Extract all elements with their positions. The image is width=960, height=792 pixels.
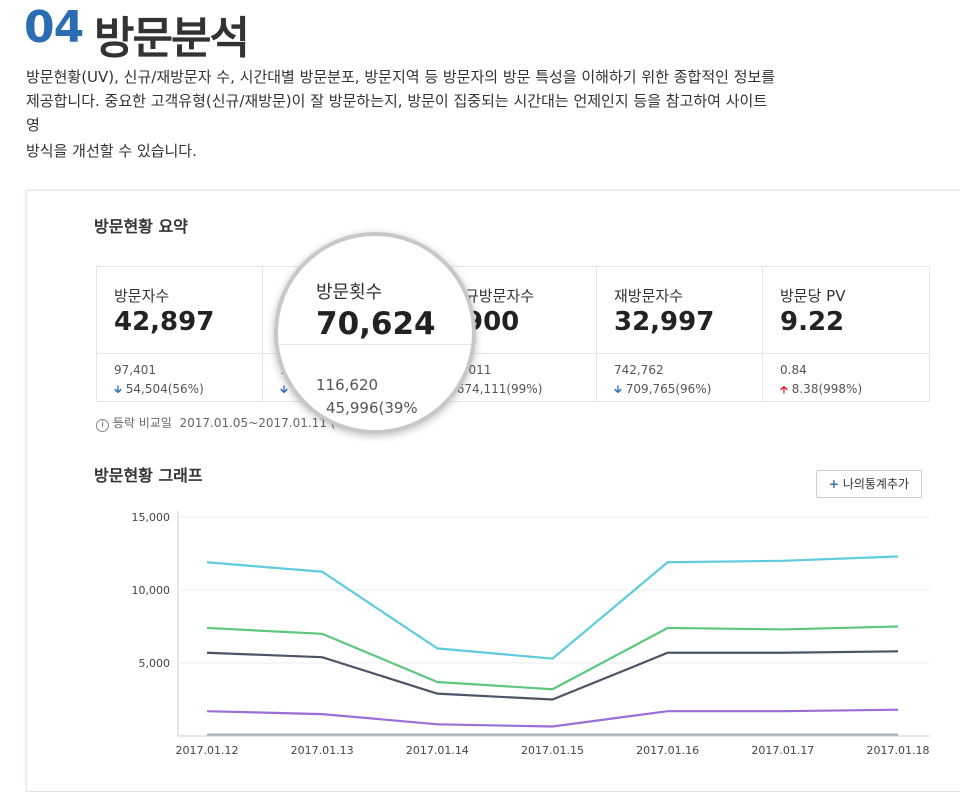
x-tick-label: 2017.01.12 — [176, 744, 239, 757]
add-stat-button[interactable]: + 나의통계추가 — [816, 470, 922, 498]
card-label: 방문당 PV — [780, 287, 846, 305]
header-number: 04 — [24, 2, 84, 53]
card-value: 9.22 — [780, 307, 845, 337]
x-tick-label: 2017.01.16 — [636, 744, 699, 757]
card-change: 🡱 8.38(998%) — [780, 382, 863, 396]
x-tick-label: 2017.01.13 — [291, 744, 354, 757]
summary-title: 방문현황 요약 — [94, 217, 188, 236]
description: 영 — [26, 116, 40, 134]
card-prev: 0.84 — [780, 363, 807, 377]
change-text: 674,111(99%) — [456, 382, 543, 396]
card-change: 🡳 709,765(96%) — [614, 382, 712, 396]
x-tick-label: 2017.01.15 — [521, 744, 584, 757]
chart-title: 방문현황 그래프 — [94, 466, 203, 485]
description: 방문현황(UV), 신규/재방문자 수, 시간대별 방문분포, 방문지역 등 방… — [26, 68, 776, 86]
x-tick-label: 2017.01.14 — [406, 744, 469, 757]
series-line — [206, 625, 899, 691]
lens-label: 방문횟수 — [316, 282, 383, 303]
description: 방식을 개선할 수 있습니다. — [26, 142, 197, 160]
card-label: 규방문자수 — [465, 287, 535, 305]
card-label: 방문자수 — [114, 287, 170, 305]
change-text: 8.38(998%) — [791, 382, 863, 396]
change-text: 54,504(56%) — [125, 382, 204, 396]
card-label: 재방문자수 — [614, 287, 684, 305]
button-label: 나의통계추가 — [842, 477, 910, 491]
card-change: 🡳 54,504(56%) — [114, 382, 204, 396]
lens-change: 45,996(39% — [326, 399, 418, 417]
card-prev: 97,401 — [114, 363, 156, 377]
series-line — [206, 708, 899, 728]
x-tick-label: 2017.01.18 — [867, 744, 930, 757]
magnifier: 방문횟수 70,624 116,620 45,996(39% — [274, 232, 476, 434]
header-title: 방문분석 — [94, 13, 250, 64]
description: 제공합니다. 중요한 고객유형(신규/재방문)이 잘 방문하는지, 방문이 집중… — [26, 92, 768, 110]
change-text: 709,765(96%) — [625, 382, 712, 396]
series-line — [206, 555, 899, 660]
summary-card: 방문자수 42,897 97,401 🡳 54,504(56%) — [96, 266, 264, 402]
card-value: 42,897 — [114, 307, 215, 337]
card-value: 32,997 — [614, 307, 715, 337]
y-tick-label: 15,000 — [132, 511, 171, 524]
lens-prev: 116,620 — [316, 376, 379, 394]
compare-range: 2017.01.05~2017.01.11 (7일) — [179, 416, 359, 430]
card-prev: 742,762 — [614, 363, 664, 377]
compare-label: 등락 비교일 — [112, 416, 172, 430]
series-line — [206, 650, 899, 701]
summary-card: 방문당 PV 9.22 0.84 🡱 8.38(998%) — [762, 266, 930, 402]
lens-value: 70,624 — [316, 306, 436, 342]
y-tick-label: 5,000 — [139, 657, 171, 670]
summary-card: 재방문자수 32,997 742,762 🡳 709,765(96%) — [596, 266, 764, 402]
y-tick-label: 10,000 — [132, 584, 171, 597]
x-tick-label: 2017.01.17 — [751, 744, 814, 757]
compare: i 등락 비교일 2017.01.05~2017.01.11 (7일) — [96, 414, 359, 432]
